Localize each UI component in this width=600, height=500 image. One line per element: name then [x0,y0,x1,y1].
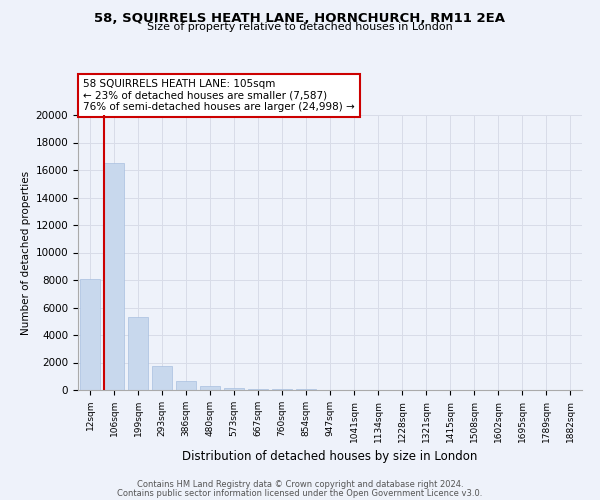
Bar [224,388,244,390]
Bar [80,278,100,390]
Bar [176,382,196,390]
Bar [104,163,124,390]
Text: 58, SQUIRRELS HEATH LANE, HORNCHURCH, RM11 2EA: 58, SQUIRRELS HEATH LANE, HORNCHURCH, RM… [95,12,505,26]
Bar [272,389,292,390]
Text: 58 SQUIRRELS HEATH LANE: 105sqm
← 23% of detached houses are smaller (7,587)
76%: 58 SQUIRRELS HEATH LANE: 105sqm ← 23% of… [83,79,355,112]
Bar [128,317,148,390]
Bar [152,366,172,390]
Bar [248,388,268,390]
Text: Size of property relative to detached houses in London: Size of property relative to detached ho… [147,22,453,32]
X-axis label: Distribution of detached houses by size in London: Distribution of detached houses by size … [182,450,478,463]
Y-axis label: Number of detached properties: Number of detached properties [22,170,31,334]
Text: Contains HM Land Registry data © Crown copyright and database right 2024.: Contains HM Land Registry data © Crown c… [137,480,463,489]
Bar [200,386,220,390]
Text: Contains public sector information licensed under the Open Government Licence v3: Contains public sector information licen… [118,488,482,498]
